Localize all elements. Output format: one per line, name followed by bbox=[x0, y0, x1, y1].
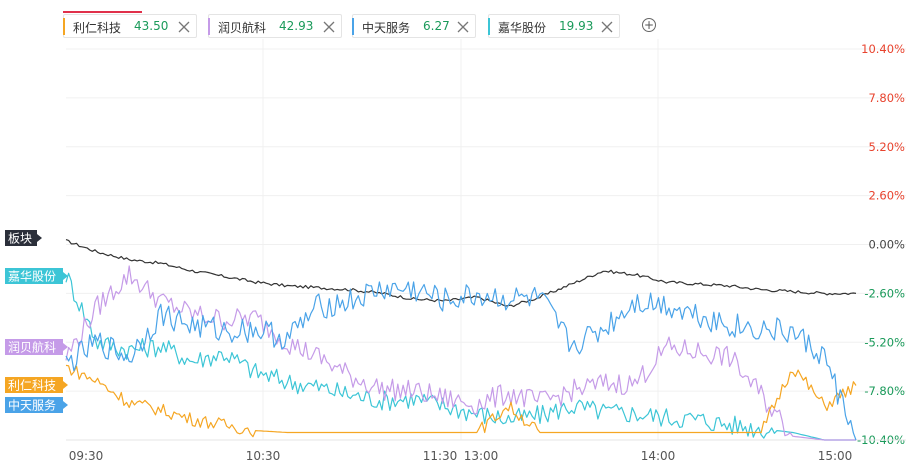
series-label: 嘉华股份 bbox=[8, 270, 56, 284]
y-tick-label: -5.20% bbox=[864, 335, 905, 349]
tab-stock-price: 19.93 bbox=[559, 19, 594, 33]
stock-tab[interactable]: 润贝航科 42.93 bbox=[208, 14, 342, 38]
y-tick-label: -2.60% bbox=[864, 286, 905, 300]
series-line bbox=[65, 272, 856, 441]
stock-tab[interactable]: 中天服务 6.27 bbox=[352, 14, 476, 38]
series-line bbox=[65, 364, 857, 438]
tab-stock-price: 42.93 bbox=[279, 19, 314, 33]
series-label: 利仁科技 bbox=[8, 379, 56, 393]
y-tick-label: -7.80% bbox=[864, 384, 905, 398]
series-label-arrow bbox=[63, 401, 68, 409]
tab-stock-name: 利仁科技 bbox=[73, 21, 122, 35]
close-icon[interactable] bbox=[456, 19, 470, 33]
x-tick-label: 10:30 bbox=[246, 449, 281, 463]
x-tick-label: 14:00 bbox=[641, 449, 676, 463]
plus-circle-icon[interactable]: + bbox=[642, 18, 656, 32]
series-label-arrow bbox=[63, 343, 68, 351]
stock-tab[interactable]: 嘉华股份 19.93 bbox=[488, 14, 620, 38]
y-tick-label: 7.80% bbox=[868, 91, 905, 105]
y-tick-label: 0.00% bbox=[868, 238, 905, 252]
series-label-arrow bbox=[37, 234, 42, 242]
active-tab-indicator bbox=[63, 11, 142, 13]
series-label: 中天服务 bbox=[8, 398, 56, 413]
y-tick-label: 5.20% bbox=[868, 140, 905, 154]
x-tick-label: 11:30 bbox=[423, 449, 458, 463]
series-label-arrow bbox=[63, 381, 68, 389]
tab-stock-price: 6.27 bbox=[423, 19, 450, 33]
close-icon[interactable] bbox=[600, 19, 614, 33]
close-icon[interactable] bbox=[177, 19, 191, 33]
tab-stock-name: 润贝航科 bbox=[218, 21, 267, 35]
tab-stock-name: 中天服务 bbox=[362, 21, 411, 35]
tab-stock-name: 嘉华股份 bbox=[498, 21, 547, 35]
series-line bbox=[65, 265, 856, 441]
x-tick-label: 13:00 bbox=[464, 449, 499, 463]
tab-color-marker bbox=[488, 18, 490, 35]
series-label: 板块 bbox=[8, 232, 32, 246]
series-label-bg bbox=[5, 339, 63, 355]
series-label-bg bbox=[5, 397, 63, 413]
series-line bbox=[65, 281, 857, 441]
series-line bbox=[65, 239, 857, 308]
x-tick-label: 15:00 bbox=[818, 449, 853, 463]
tab-color-marker bbox=[352, 18, 354, 35]
series-label-bg bbox=[5, 377, 63, 393]
series-label-bg bbox=[5, 230, 37, 246]
series-label-arrow bbox=[63, 272, 68, 280]
close-icon[interactable] bbox=[322, 19, 336, 33]
series-label-bg bbox=[5, 268, 63, 284]
y-tick-label: 10.40% bbox=[861, 42, 905, 56]
tab-color-marker bbox=[208, 18, 210, 35]
tab-stock-price: 43.50 bbox=[134, 19, 169, 33]
tab-color-marker bbox=[63, 18, 65, 35]
x-tick-label: 09:30 bbox=[69, 449, 104, 463]
series-label: 润贝航科 bbox=[8, 340, 56, 355]
y-tick-label: 2.60% bbox=[868, 189, 905, 203]
stock-tab[interactable]: 利仁科技 43.50 bbox=[63, 14, 197, 38]
